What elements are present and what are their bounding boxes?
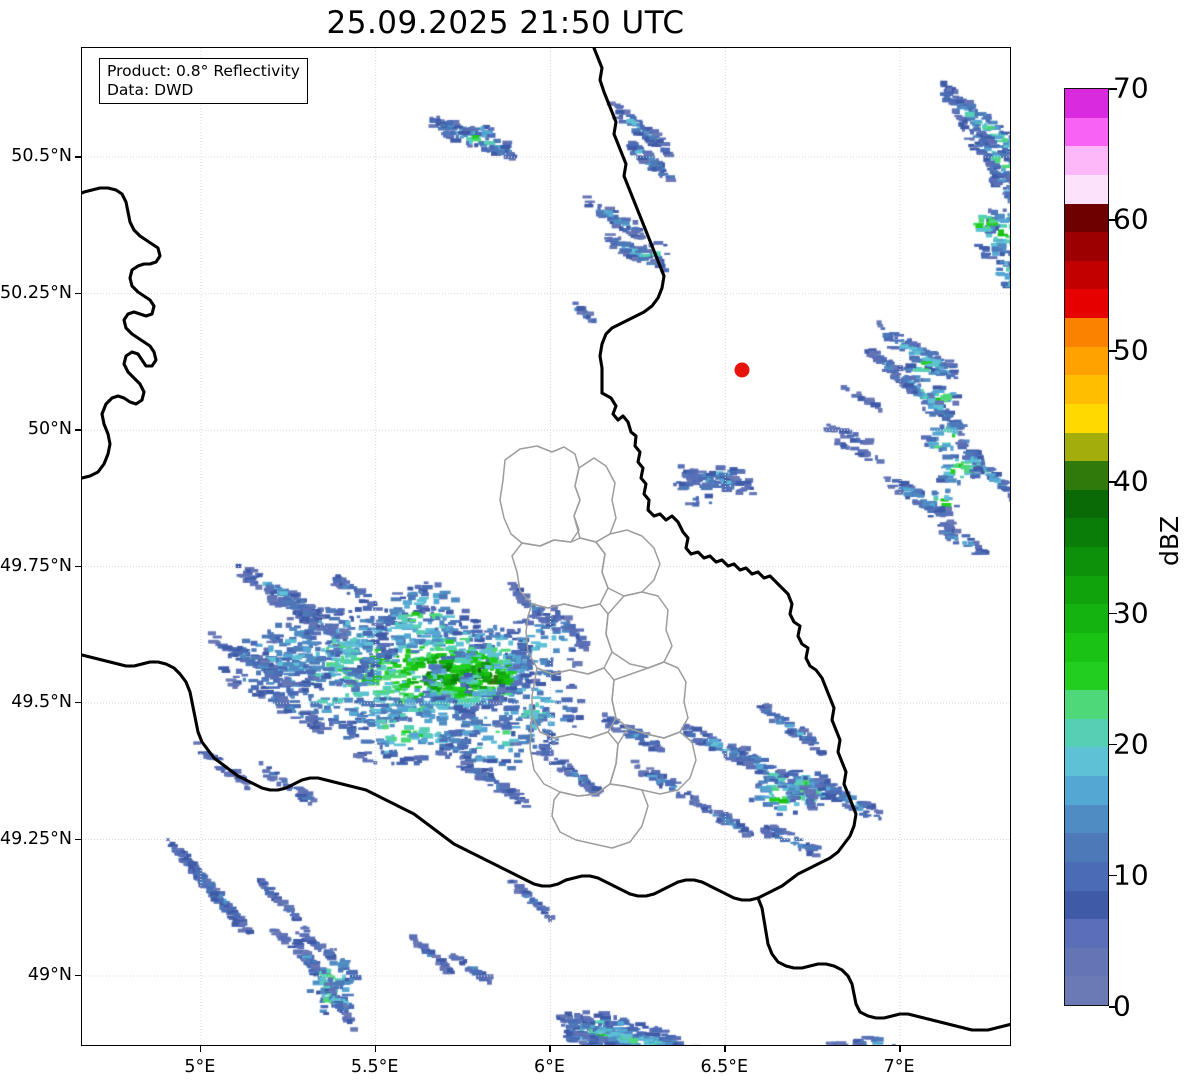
x-tick-label: 7°E xyxy=(883,1057,915,1077)
y-tick-label: 50.25°N xyxy=(0,282,72,303)
colorbar-band xyxy=(1065,947,1108,977)
colorbar-band xyxy=(1065,289,1108,318)
colorbar-band xyxy=(1065,776,1108,805)
map-borders-layer xyxy=(82,48,1010,1032)
colorbar-band xyxy=(1065,919,1108,948)
colorbar-band xyxy=(1065,861,1108,891)
colorbar-tick-label: 70 xyxy=(1113,71,1149,105)
y-tick-label: 50.5°N xyxy=(11,146,72,167)
colorbar-band xyxy=(1065,489,1108,519)
x-tick-mark xyxy=(374,1046,377,1052)
colorbar-band xyxy=(1065,747,1108,776)
colorbar-tick-label: 40 xyxy=(1113,464,1149,498)
radar-reflectivity-layer xyxy=(82,48,1010,1045)
colorbar-axis-label: dBZ xyxy=(1155,515,1184,566)
colorbar-band xyxy=(1065,117,1108,147)
y-tick-mark xyxy=(75,565,81,567)
luxembourg-national-border xyxy=(564,391,858,902)
colorbar-tick-mark xyxy=(1109,612,1117,615)
colorbar-band xyxy=(1065,146,1108,175)
colorbar-tick-mark xyxy=(1109,350,1117,352)
info-data-line: Data: DWD xyxy=(107,80,194,99)
y-tick-label: 49.5°N xyxy=(11,692,72,713)
colorbar-band xyxy=(1065,718,1108,748)
colorbar-band xyxy=(1065,804,1108,834)
colorbar-band xyxy=(1065,89,1108,118)
colorbar-band xyxy=(1065,375,1108,404)
colorbar-tick-label: 30 xyxy=(1113,596,1149,630)
colorbar-band xyxy=(1065,518,1108,547)
colorbar-band xyxy=(1065,232,1108,261)
y-tick-mark xyxy=(75,975,81,977)
x-tick-label: 6°E xyxy=(534,1057,565,1077)
colorbar-tick-label: 0 xyxy=(1113,989,1131,1023)
colorbar-band xyxy=(1065,403,1108,433)
colorbar-tick-label: 50 xyxy=(1113,333,1149,367)
colorbar-band xyxy=(1065,890,1108,920)
info-box: Product: 0.8° Reflectivity Data: DWD xyxy=(99,58,308,104)
colorbar-band xyxy=(1065,661,1108,691)
colorbar-band xyxy=(1065,575,1108,605)
colorbar-tick-mark xyxy=(1109,1006,1117,1008)
colorbar-band xyxy=(1065,432,1108,462)
radar-site-marker[interactable] xyxy=(734,362,750,378)
info-product-line: Product: 0.8° Reflectivity xyxy=(107,62,300,80)
x-tick-mark xyxy=(724,1046,726,1052)
x-tick-label: 6.5°E xyxy=(700,1057,749,1077)
luxembourg-canton-borders xyxy=(499,445,697,849)
y-tick-mark xyxy=(75,156,81,158)
grid-layer xyxy=(82,48,1010,1045)
colorbar-band xyxy=(1065,632,1108,662)
colorbar-tick-mark xyxy=(1109,874,1117,877)
y-tick-mark xyxy=(75,838,81,840)
colorbar-tick-label: 20 xyxy=(1113,727,1149,761)
colorbar-band xyxy=(1065,690,1108,719)
colorbar-tick-mark xyxy=(1109,88,1117,90)
x-tick-label: 5.5°E xyxy=(350,1057,399,1077)
y-tick-mark xyxy=(75,702,81,704)
colorbar xyxy=(1064,88,1109,1006)
colorbar-band xyxy=(1065,833,1108,862)
colorbar-tick-label: 60 xyxy=(1113,202,1149,236)
colorbar-tick-mark xyxy=(1109,481,1117,484)
colorbar-band xyxy=(1065,604,1108,633)
y-tick-label: 49.25°N xyxy=(0,828,72,849)
y-tick-label: 49.75°N xyxy=(0,555,72,576)
page-title: 25.09.2025 21:50 UTC xyxy=(326,5,685,41)
colorbar-tick-mark xyxy=(1109,743,1117,746)
colorbar-band xyxy=(1065,260,1108,290)
x-tick-mark xyxy=(549,1046,551,1052)
y-tick-mark xyxy=(75,292,81,295)
colorbar-band xyxy=(1065,174,1108,204)
x-tick-mark xyxy=(199,1046,202,1052)
x-tick-label: 5°E xyxy=(184,1057,216,1077)
radar-map-clip xyxy=(82,48,1010,1045)
colorbar-tick-mark xyxy=(1109,219,1117,221)
y-tick-label: 50°N xyxy=(27,419,72,440)
colorbar-band xyxy=(1065,547,1108,576)
x-tick-mark xyxy=(899,1046,901,1052)
y-tick-mark xyxy=(75,429,81,431)
colorbar-band xyxy=(1065,203,1108,233)
country-borders xyxy=(82,48,1010,1032)
y-tick-label: 49°N xyxy=(27,965,72,986)
radar-map-plot[interactable]: Product: 0.8° Reflectivity Data: DWD xyxy=(81,47,1011,1046)
colorbar-band xyxy=(1065,318,1108,347)
colorbar-tick-label: 10 xyxy=(1113,858,1149,892)
colorbar-band xyxy=(1065,461,1108,490)
colorbar-band xyxy=(1065,346,1108,376)
colorbar-band xyxy=(1065,976,1108,1005)
